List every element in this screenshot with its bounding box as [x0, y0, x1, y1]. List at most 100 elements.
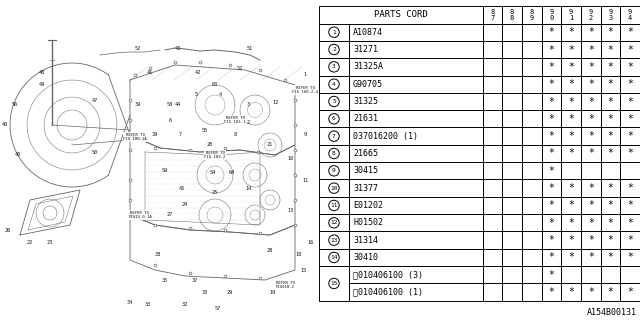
- Bar: [561, 23, 581, 41]
- Bar: [620, 249, 640, 266]
- Text: *: *: [627, 183, 633, 193]
- Bar: [541, 93, 561, 110]
- Text: 7: 7: [332, 134, 336, 139]
- Text: *: *: [548, 27, 554, 37]
- Bar: [601, 76, 620, 93]
- Text: *: *: [548, 218, 554, 228]
- Bar: [561, 249, 581, 266]
- Text: *: *: [588, 44, 594, 54]
- Text: 11: 11: [302, 178, 308, 182]
- Bar: [319, 41, 349, 58]
- Bar: [561, 180, 581, 197]
- Text: 35: 35: [162, 277, 168, 283]
- Text: *: *: [568, 183, 574, 193]
- Bar: [541, 6, 561, 23]
- Bar: [601, 214, 620, 231]
- Bar: [349, 197, 483, 214]
- Bar: [522, 162, 541, 180]
- Text: *: *: [588, 62, 594, 72]
- Bar: [541, 197, 561, 214]
- Text: A10874: A10874: [353, 28, 383, 37]
- Text: *: *: [588, 218, 594, 228]
- Bar: [522, 127, 541, 145]
- Bar: [319, 76, 349, 93]
- Text: *: *: [627, 201, 633, 211]
- Text: 2: 2: [332, 47, 336, 52]
- Text: 30415: 30415: [353, 166, 378, 175]
- Text: A154B00131: A154B00131: [587, 308, 637, 317]
- Bar: [483, 58, 502, 76]
- Text: *: *: [548, 62, 554, 72]
- Text: *: *: [588, 252, 594, 262]
- Text: *: *: [627, 62, 633, 72]
- Text: 8
9: 8 9: [530, 9, 534, 21]
- Text: 58: 58: [167, 102, 173, 108]
- Text: 5: 5: [195, 92, 198, 98]
- Text: *: *: [548, 166, 554, 176]
- Bar: [561, 110, 581, 127]
- Bar: [561, 162, 581, 180]
- Text: *: *: [568, 287, 574, 297]
- Text: REFER TO
FIG 183-1: REFER TO FIG 183-1: [224, 116, 246, 124]
- Text: 52: 52: [135, 45, 141, 51]
- Text: 9
3: 9 3: [609, 9, 612, 21]
- Bar: [601, 162, 620, 180]
- Text: *: *: [607, 27, 613, 37]
- Text: 10: 10: [287, 156, 293, 161]
- Text: REFER TO
FIG19-0-1A: REFER TO FIG19-0-1A: [128, 211, 152, 219]
- Text: *: *: [607, 79, 613, 89]
- Text: 9
0: 9 0: [549, 9, 554, 21]
- Bar: [483, 23, 502, 41]
- Bar: [522, 76, 541, 93]
- Bar: [483, 127, 502, 145]
- Text: 1: 1: [303, 73, 307, 77]
- Bar: [522, 6, 541, 23]
- Bar: [561, 93, 581, 110]
- Bar: [349, 284, 483, 301]
- Bar: [522, 23, 541, 41]
- Bar: [522, 58, 541, 76]
- Bar: [502, 41, 522, 58]
- Bar: [581, 284, 601, 301]
- Bar: [541, 266, 561, 284]
- Text: 64: 64: [229, 170, 235, 174]
- Text: *: *: [588, 183, 594, 193]
- Text: 12: 12: [330, 220, 338, 225]
- Bar: [349, 214, 483, 231]
- Bar: [502, 214, 522, 231]
- Bar: [502, 127, 522, 145]
- Text: 63: 63: [212, 83, 218, 87]
- Bar: [541, 214, 561, 231]
- Text: *: *: [548, 131, 554, 141]
- Text: 8
8: 8 8: [510, 9, 514, 21]
- Bar: [483, 145, 502, 162]
- Text: 32: 32: [182, 302, 188, 308]
- Bar: [561, 58, 581, 76]
- Text: 51: 51: [247, 45, 253, 51]
- Text: 21: 21: [267, 142, 273, 148]
- Text: 52: 52: [237, 66, 243, 70]
- Bar: [601, 249, 620, 266]
- Text: 15: 15: [300, 268, 306, 273]
- Bar: [581, 76, 601, 93]
- Bar: [319, 145, 349, 162]
- Bar: [502, 145, 522, 162]
- Bar: [522, 231, 541, 249]
- Bar: [522, 93, 541, 110]
- Bar: [581, 23, 601, 41]
- Bar: [601, 231, 620, 249]
- Text: G90705: G90705: [353, 80, 383, 89]
- Bar: [561, 145, 581, 162]
- Text: 20: 20: [207, 142, 213, 148]
- Text: *: *: [548, 252, 554, 262]
- Text: 31314: 31314: [353, 236, 378, 245]
- Text: *: *: [548, 201, 554, 211]
- Text: REFER TO
FIG010-2: REFER TO FIG010-2: [275, 281, 294, 289]
- Bar: [319, 162, 349, 180]
- Text: 25: 25: [212, 189, 218, 195]
- Text: 29: 29: [227, 290, 233, 294]
- Bar: [522, 266, 541, 284]
- Bar: [522, 41, 541, 58]
- Bar: [349, 127, 483, 145]
- Text: 1: 1: [332, 30, 336, 35]
